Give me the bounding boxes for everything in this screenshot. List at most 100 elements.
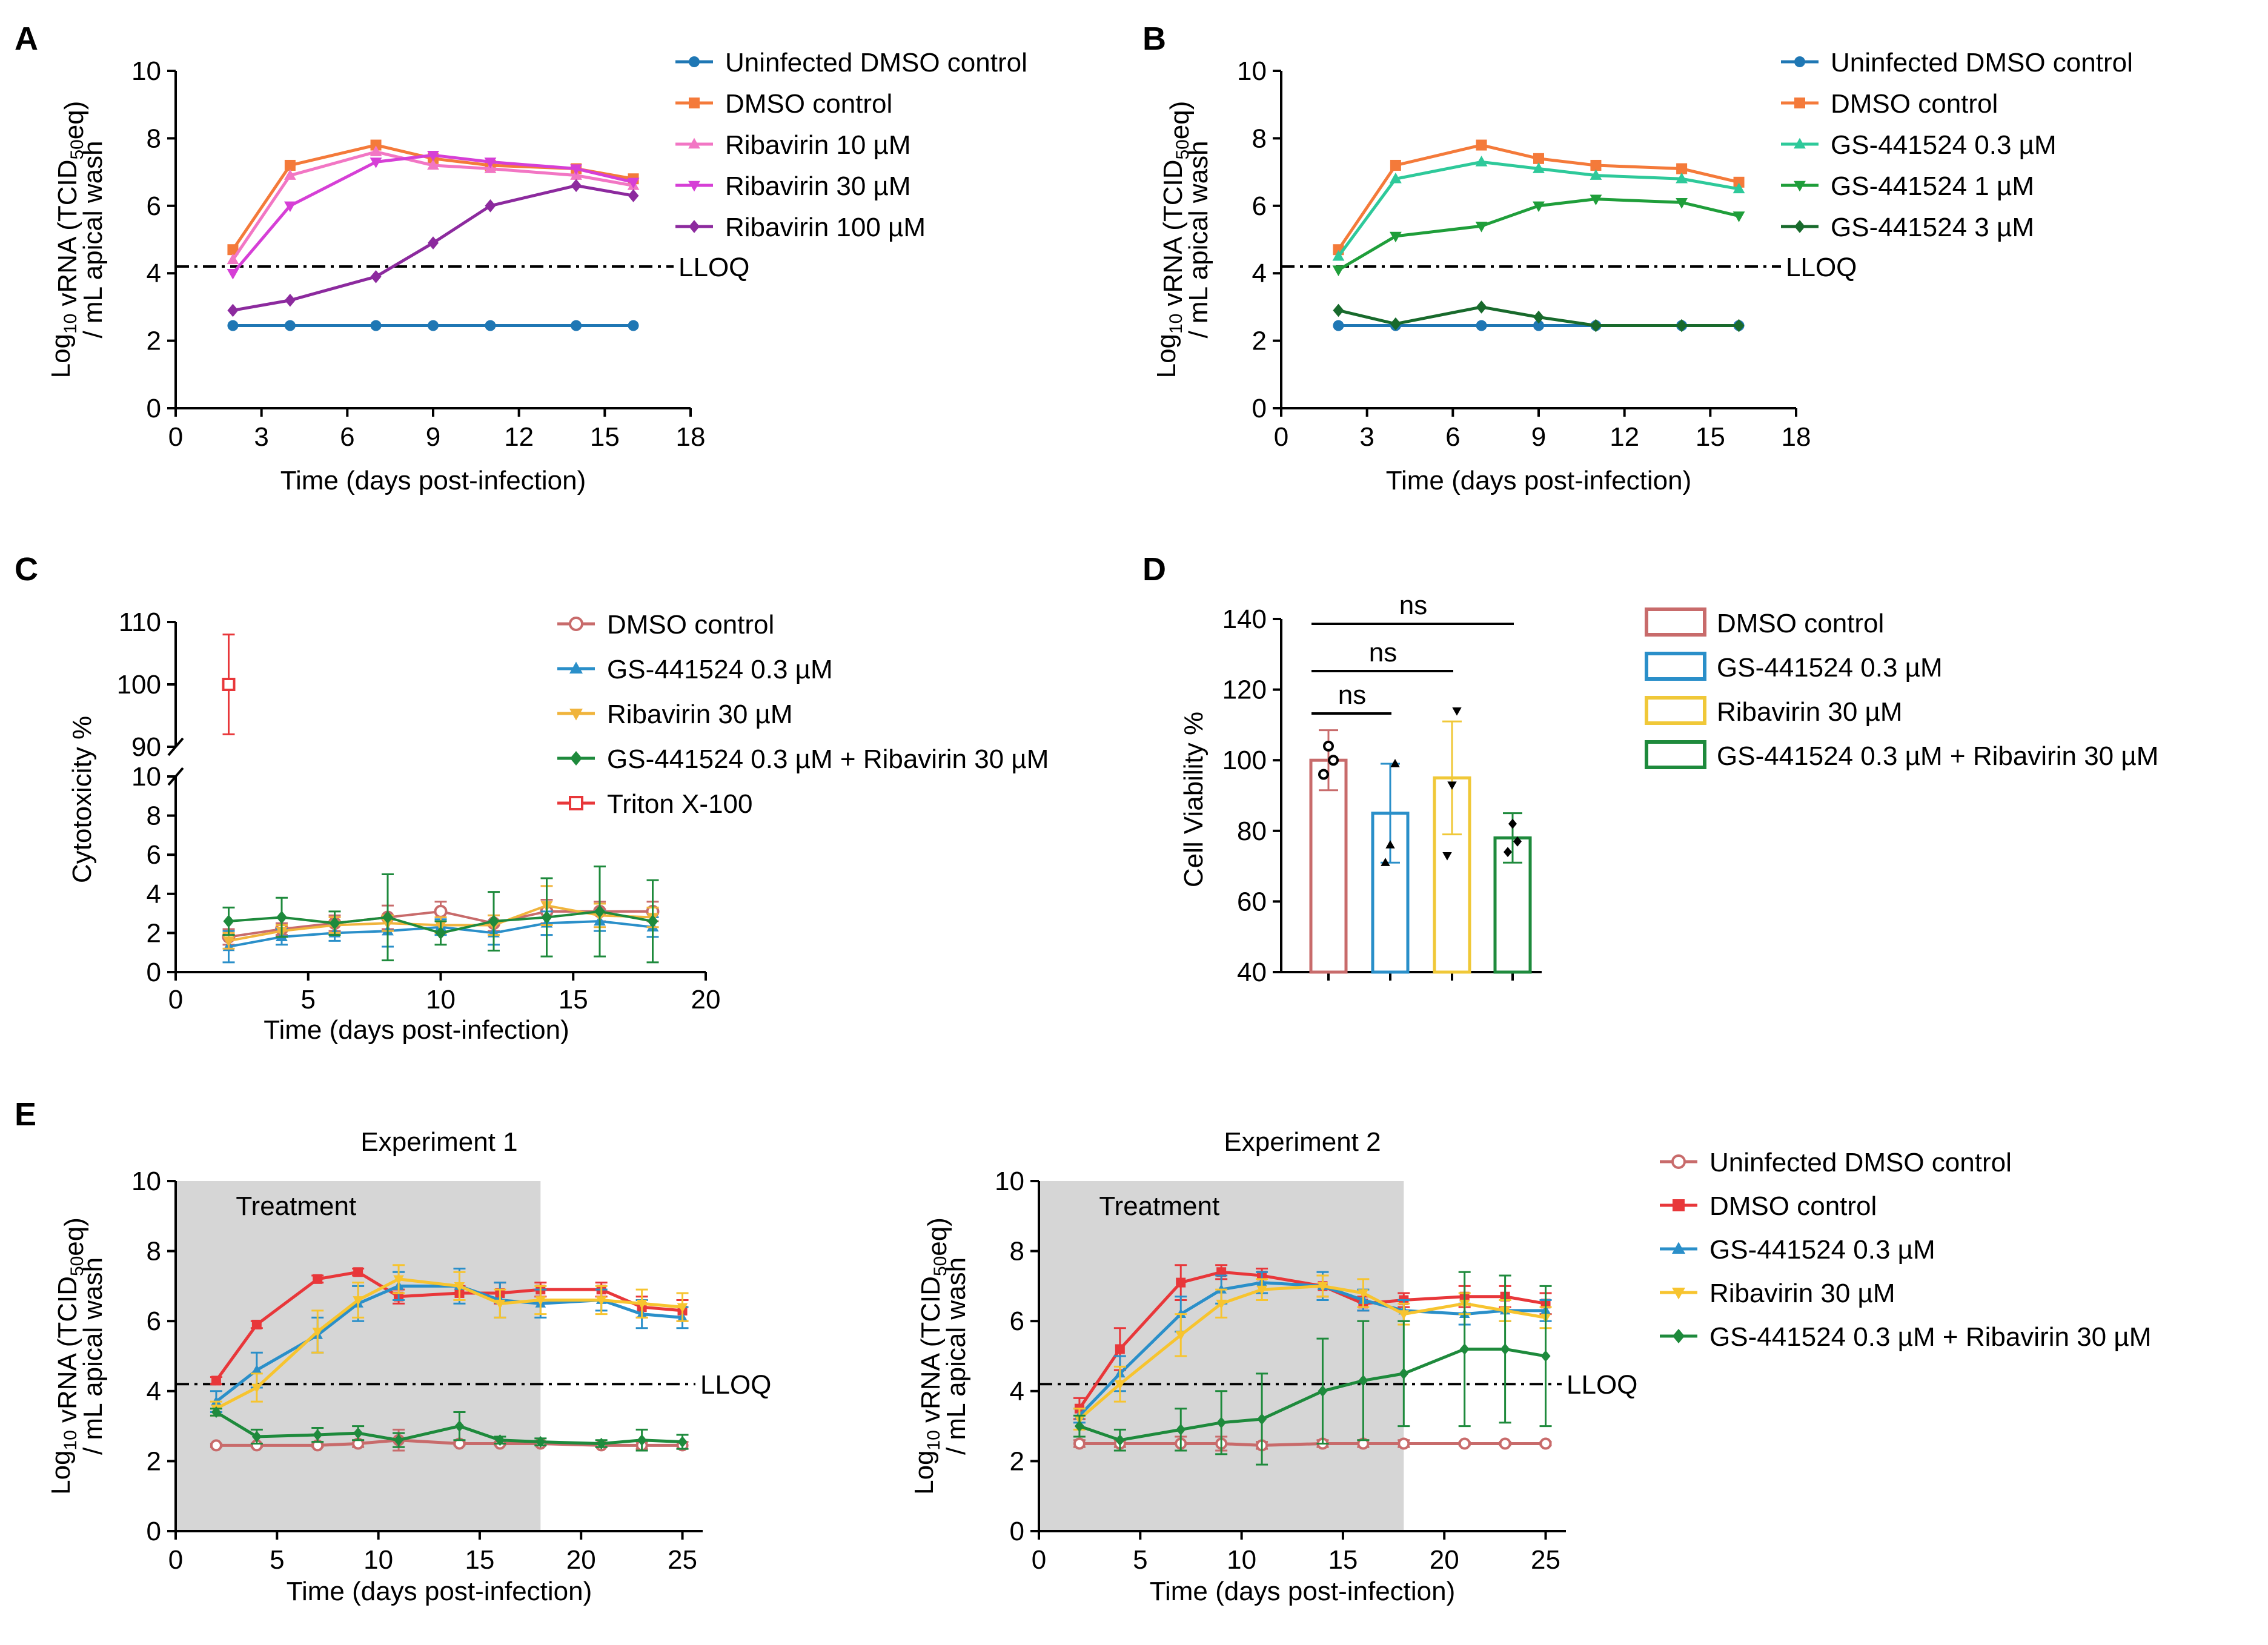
data-point — [210, 1439, 222, 1452]
data-point — [227, 244, 239, 256]
data-point — [1590, 159, 1602, 171]
data-point — [570, 164, 583, 175]
y-tick-label: 2 — [147, 918, 161, 948]
data-point — [1459, 1343, 1470, 1355]
data-point — [222, 936, 235, 947]
series-gs-441524-0-3-m-ribavirin-30-m — [222, 866, 659, 964]
data-point — [1390, 159, 1401, 171]
y-axis-title: Cell Viability % — [1179, 712, 1209, 887]
data-point — [1317, 1282, 1328, 1292]
data-point — [1216, 1267, 1227, 1277]
data-point — [284, 293, 296, 307]
data-point — [1732, 211, 1745, 222]
panel-letter-b: B — [1142, 21, 1166, 57]
x-tick-label: 3 — [1359, 422, 1374, 452]
legend-marker — [569, 709, 583, 721]
data-point — [223, 915, 234, 928]
subscript: 50 — [930, 1256, 950, 1276]
y-axis-title-line-2: / mL apical wash — [78, 1257, 108, 1455]
data-point — [1540, 1350, 1551, 1362]
replicate-point — [1447, 781, 1457, 790]
data-point — [1115, 1434, 1125, 1446]
data-point — [428, 236, 439, 250]
data-point — [495, 1434, 505, 1446]
data-point — [454, 1282, 465, 1292]
panel-a: 0 3 6 9 12 15 18 0 2 4 6 8 10 Time (days post-infecti… — [46, 48, 1027, 495]
y-tick-label: 8 — [147, 124, 161, 153]
data-point — [571, 179, 582, 193]
series-line — [1079, 1442, 1546, 1447]
subscript: 10 — [924, 1430, 944, 1450]
data-point — [329, 916, 340, 930]
data-point — [353, 1427, 363, 1439]
y-axis-title-part: eq) — [923, 1217, 952, 1256]
data-point — [484, 157, 497, 168]
data-point — [485, 320, 496, 331]
data-point — [1676, 163, 1688, 174]
x-axis-title: Time (days post-infection) — [280, 466, 586, 495]
x-tick-label: 18 — [1782, 422, 1811, 452]
legend-swatch — [1645, 696, 1706, 725]
treatment-shading — [176, 1181, 541, 1531]
replicate-point — [1328, 755, 1339, 766]
data-point — [1398, 1310, 1410, 1320]
data-point — [227, 269, 239, 280]
data-point — [251, 1431, 262, 1443]
data-point — [382, 910, 393, 924]
data-point — [284, 169, 296, 180]
data-point — [494, 1299, 506, 1309]
data-point — [370, 139, 382, 151]
data-point — [1073, 1437, 1086, 1450]
legend-label: Ribavirin 30 µM — [1709, 1279, 1895, 1308]
y-axis-title: Log10 vRNA (TCID50eq)/ mL apical wash — [46, 1217, 108, 1495]
data-point — [251, 1383, 262, 1394]
y-axis-title-line-1: Log10 vRNA (TCID50eq) — [46, 1217, 89, 1495]
y-tick-label: 4 — [1010, 1377, 1024, 1406]
data-point — [1539, 1437, 1552, 1450]
legend-item-ribavirin-30-m: Ribavirin 30 µM — [1660, 1279, 1895, 1308]
data-point — [1499, 1437, 1511, 1450]
y-tick-label: 6 — [147, 1306, 161, 1336]
legend-item-ribavirin-10-m: Ribavirin 10 µM — [675, 130, 911, 160]
data-point — [1533, 162, 1545, 173]
legend-marker — [1794, 137, 1806, 149]
legend-marker — [1672, 1288, 1685, 1300]
y-tick-label: 120 — [1222, 675, 1267, 705]
data-point — [1533, 320, 1544, 331]
y-axis-title-part: vRNA (TCID — [916, 1276, 946, 1430]
legend: DMSO control GS-441524 0.3 µM Ribavirin 30… — [1645, 607, 2158, 771]
x-tick-label: 15 — [465, 1545, 494, 1575]
y-tick-label: 10 — [131, 762, 161, 792]
replicate-point — [1452, 707, 1462, 716]
y-tick-label: 80 — [1237, 816, 1267, 846]
y-tick-label: 10 — [1237, 56, 1267, 86]
significance-bracket: ns — [1311, 680, 1391, 715]
bar-group-gs-441524-0-3-m-ribavirin-30-m — [1493, 812, 1532, 974]
legend-marker — [569, 661, 583, 674]
y-axis-title-part: Log — [909, 1450, 939, 1494]
x-axis-title: Time (days post-infection) — [1386, 466, 1692, 495]
panel-letter-d: D — [1142, 551, 1166, 588]
legend-marker — [1673, 1329, 1685, 1343]
x-tick-label: 3 — [254, 422, 268, 452]
lloq-label: LLOQ — [1567, 1370, 1637, 1400]
legend-marker — [689, 98, 700, 108]
subscript: 50 — [67, 1256, 87, 1276]
legend-label: DMSO control — [725, 89, 892, 119]
y-tick-label: 10 — [995, 1167, 1024, 1196]
legend-item-gs-441524-0-3-m-ribavirin-30-m: GS-441524 0.3 µM + Ribavirin 30 µM — [1660, 1322, 2151, 1352]
legend-item-gs-441524-0-3-m-ribavirin-30-m: GS-441524 0.3 µM + Ribavirin 30 µM — [557, 744, 1049, 774]
data-point — [427, 151, 439, 162]
replicate-point — [1385, 840, 1395, 849]
data-point — [1676, 198, 1688, 209]
data-point — [1332, 265, 1345, 276]
legend-swatch — [1645, 740, 1706, 769]
series-ribavirin-30-m — [227, 151, 640, 280]
bar-group-ribavirin-30-m — [1433, 707, 1471, 974]
y-axis-title-line-1: Log10 vRNA (TCID50eq) — [46, 101, 89, 379]
x-tick-label: 20 — [1430, 1545, 1459, 1575]
bar-group-dmso-control — [1309, 729, 1348, 974]
y-tick-label: 40 — [1237, 958, 1267, 987]
